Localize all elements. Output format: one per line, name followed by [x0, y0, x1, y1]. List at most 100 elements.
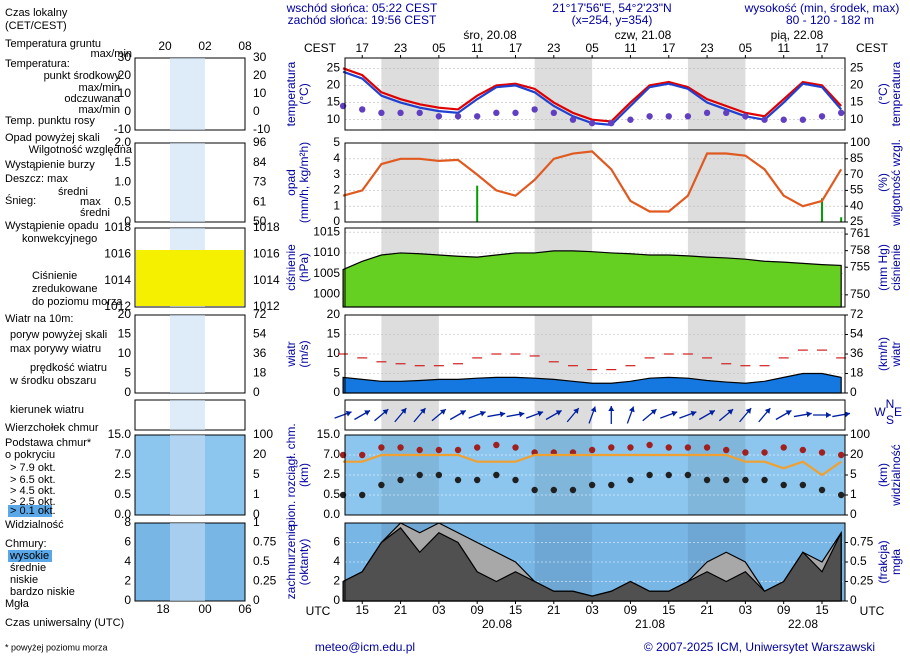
dot	[742, 476, 749, 484]
y-tick-label: 25	[850, 60, 864, 74]
x-tick-label: 05	[585, 41, 599, 55]
dot	[837, 491, 845, 499]
night-band	[687, 435, 746, 515]
y2-tick-label: 55	[850, 183, 864, 197]
mini-tick-label: 0	[124, 104, 131, 118]
axis-title: (oktanty)	[297, 539, 311, 586]
legend-label: o pokryciu	[5, 449, 55, 461]
mini-tick-label: 84	[253, 155, 267, 169]
legend-label: > 4.5 okt.	[10, 485, 56, 497]
dot	[512, 109, 519, 117]
legend-bg	[8, 550, 52, 562]
dot	[703, 476, 711, 484]
mini-tick-label: 20	[118, 307, 132, 321]
y-tick-label: 5	[333, 366, 340, 380]
legend-label: Temp. punktu rosy	[5, 115, 95, 127]
wind-arrow	[608, 406, 615, 424]
mini-tick-label: 1012	[253, 299, 280, 313]
y2-tick-label: 25	[850, 214, 864, 228]
email[interactable]: meteo@icm.edu.pl	[315, 640, 415, 654]
y-tick-label: 4	[333, 554, 340, 568]
x-tick-label: 09	[624, 603, 638, 617]
mini-tick-label: 10	[118, 86, 132, 100]
utc-label: UTC	[860, 604, 885, 618]
mini-tick-label: 5	[253, 467, 260, 481]
dot	[416, 109, 423, 117]
arrow-head	[382, 409, 389, 415]
dot	[550, 109, 558, 117]
coords: 21°17'56"E, 54°2'23"N	[552, 1, 671, 15]
dot	[493, 109, 500, 117]
x-tick-label: 09	[777, 603, 791, 617]
wind-arrow	[334, 410, 352, 419]
x-tick-label: 03	[432, 603, 446, 617]
y2-tick-label: 750	[850, 287, 870, 301]
mini-tick-label: 72	[253, 307, 267, 321]
mini-tick-label: 1018	[104, 220, 131, 234]
dot	[588, 119, 596, 127]
dot	[454, 476, 462, 484]
wind-arrow	[775, 409, 792, 421]
wind-arrow	[566, 407, 580, 423]
legend-label: > 6.5 okt.	[10, 474, 56, 486]
height-title: wysokość (min, środek, max)	[744, 1, 900, 15]
mini-tick-label: 61	[253, 194, 267, 208]
mini-tick-label: 1.0	[114, 175, 131, 189]
compass: W	[874, 405, 886, 419]
axis-title: (frakcja)	[876, 540, 890, 583]
dot	[378, 444, 385, 451]
y2-tick-label: 70	[850, 167, 864, 181]
legend-label: Wierzchołek chmur	[5, 422, 99, 434]
panel-frame	[344, 142, 846, 223]
wind-arrow	[525, 410, 544, 419]
dot	[473, 476, 481, 484]
legend-label: w środku obszaru	[9, 375, 96, 387]
dot	[703, 444, 711, 451]
area	[342, 372, 842, 394]
mini-tick-label: 0.25	[253, 574, 277, 588]
dot	[588, 446, 596, 454]
wind-arrow	[431, 408, 447, 422]
mini-tick-label: 0.5	[114, 194, 131, 208]
x-tick-label: 05	[432, 41, 446, 55]
bar	[821, 198, 824, 222]
dot	[359, 106, 366, 113]
arrow-head	[826, 412, 832, 418]
dot	[435, 446, 443, 454]
night-band	[534, 400, 593, 430]
y-tick-label: 10	[327, 112, 341, 126]
y-tick-label: 15	[850, 95, 864, 109]
dot	[761, 449, 768, 456]
wind-arrow	[832, 411, 851, 418]
axis-title: (°C)	[297, 83, 311, 104]
mini-tick-label: 0.0	[114, 507, 131, 521]
wind-arrow	[413, 407, 426, 423]
y-tick-label: 20	[327, 78, 341, 92]
dot	[454, 113, 462, 120]
mini-tick-label: 100	[253, 427, 273, 441]
wind-arrow	[642, 408, 657, 422]
dot	[780, 116, 787, 123]
axis-title: (°C)	[876, 83, 890, 104]
dot	[799, 446, 807, 454]
wind-arrow	[374, 408, 389, 422]
area	[342, 527, 842, 602]
dot	[608, 481, 615, 489]
legend-label: max/min	[78, 82, 120, 94]
mini-night	[170, 143, 205, 222]
dot	[473, 444, 481, 451]
dot	[416, 446, 423, 454]
mini-tick-label: -10	[114, 122, 132, 136]
dot	[703, 109, 711, 117]
dot	[493, 441, 500, 449]
dot	[646, 441, 653, 449]
legend-label: prędkość wiatru	[30, 362, 107, 374]
x-tick-label: 05	[739, 41, 753, 55]
panel-frame	[344, 434, 846, 516]
dot	[723, 476, 730, 484]
sunset: zachód słońca: 19:56 CEST	[288, 13, 437, 27]
legend-bg	[8, 505, 52, 517]
legend-label: max/min	[78, 104, 120, 116]
mini-tick-label: 0	[253, 507, 260, 521]
wind-arrow	[354, 409, 371, 421]
